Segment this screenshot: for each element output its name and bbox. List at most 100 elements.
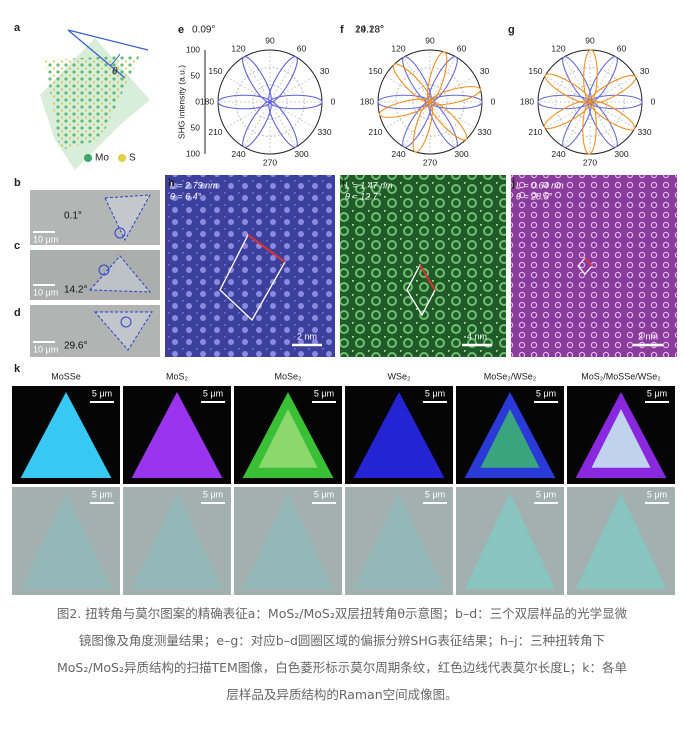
scale-label: 10 μm [33, 234, 58, 244]
angle-tick-label: 120 [551, 43, 565, 53]
triangle-core [258, 409, 318, 468]
triangle [464, 493, 556, 589]
angle-tick-label: 0 [651, 96, 656, 106]
radial-tick-label: 0 [195, 96, 200, 106]
panel-label: e [178, 24, 184, 36]
angle-tick-label: 270 [263, 157, 277, 167]
triangle [20, 392, 112, 478]
twist-angle: 0.1° [64, 211, 82, 222]
polar-spoke [224, 101, 271, 129]
scale-label: 10 μm [33, 287, 58, 297]
radial-tick-label: 50 [191, 122, 201, 132]
scale-label: 5 μm [92, 388, 112, 398]
polar-spoke [269, 101, 297, 148]
triangle [575, 493, 667, 589]
column-header: WSe₂ [388, 371, 412, 381]
polar-spoke [224, 75, 271, 103]
angle-tick-label: 210 [368, 127, 382, 137]
polar-spoke [269, 101, 316, 129]
angle-tick-label: 210 [208, 127, 222, 137]
scale-label: 5 μm [92, 489, 112, 499]
twist-angle: 29.18° [355, 25, 384, 36]
triangle [353, 493, 445, 589]
column-header: MoSe₂ [274, 371, 302, 381]
angle-tick-label: 30 [320, 66, 330, 76]
scale-label: 5 μm [647, 388, 667, 398]
caption-line: 图2. 扭转角与莫尔图案的精确表征a：MoS₂/MoS₂双层扭转角θ示意图；b–… [56, 606, 628, 621]
triangle [242, 493, 334, 589]
angle-tick-label: 30 [480, 66, 490, 76]
angle-tick-label: 90 [265, 35, 275, 45]
moire-length: L = 1.47 nm [345, 180, 393, 190]
angle-tick-label: 240 [231, 149, 245, 159]
angle-tick-label: 150 [208, 66, 222, 76]
moire-length: L = 0.64 nm [516, 180, 564, 190]
panel-label: k [14, 363, 21, 375]
twist-angle: θ = 28.5° [516, 191, 553, 201]
triangle [131, 392, 223, 478]
shg-petal [589, 100, 636, 131]
twist-angle: θ = 6.4° [170, 191, 202, 201]
angle-tick-label: 120 [391, 43, 405, 53]
shg-petal [428, 100, 468, 141]
panel-label: b [14, 177, 21, 189]
twist-angle: 14.2° [64, 285, 87, 296]
polar-spoke [269, 75, 316, 103]
caption-line: MoS₂/MoS₂异质结构的扫描TEM图像，白色菱形标示莫尔周期条纹，红色边线代… [57, 660, 627, 675]
scale-label: 10 μm [33, 344, 58, 354]
scale-label: 5 μm [203, 489, 223, 499]
panel-label: g [508, 24, 515, 36]
triangle [131, 493, 223, 589]
shg-petal [268, 101, 298, 148]
panel-label: d [14, 307, 21, 319]
scale-label: 5 μm [647, 489, 667, 499]
angle-tick-label: 180 [520, 96, 534, 106]
scale-label: 5 μm [536, 489, 556, 499]
panel-label: c [14, 240, 20, 252]
angle-tick-label: 90 [425, 35, 435, 45]
scale-label: 2 nm [638, 331, 658, 341]
column-header: MoSe₂/WSe₂ [484, 371, 537, 381]
angle-tick-label: 0 [331, 96, 336, 106]
column-header: MoS₂/MoSSe/WSe₂ [581, 371, 661, 381]
angle-tick-label: 60 [297, 43, 307, 53]
angle-tick-label: 150 [528, 66, 542, 76]
angle-tick-label: 180 [360, 96, 374, 106]
scale-label: 5 μm [536, 388, 556, 398]
caption-line: 层样品及异质结构的Raman空间成像图。 [226, 687, 458, 702]
polar-ring [555, 67, 625, 137]
radial-tick-label: 50 [191, 70, 201, 80]
angle-tick-label: 150 [368, 66, 382, 76]
angle-tick-label: 60 [457, 43, 467, 53]
twist-angle: 29.6° [64, 341, 87, 352]
scale-label: 5 μm [203, 388, 223, 398]
scale-label: 5 μm [425, 489, 445, 499]
radial-tick-label: 100 [186, 148, 200, 158]
angle-tick-label: 300 [614, 149, 628, 159]
angle-tick-label: 300 [294, 149, 308, 159]
angle-tick-label: 300 [454, 149, 468, 159]
panel-label: i [342, 177, 345, 189]
twist-angle: 14.23° [355, 25, 384, 36]
angle-tick-label: 240 [551, 149, 565, 159]
triangle-core [591, 409, 651, 468]
polar-spoke [269, 56, 297, 103]
moire-length: L = 2.79 nm [170, 180, 218, 190]
column-header: MoS₂ [166, 371, 189, 381]
polar-ring [235, 67, 305, 137]
angle-tick-label: 270 [423, 157, 437, 167]
twist-angle: θ = 12.7° [345, 191, 382, 201]
angle-tick-label: 120 [231, 43, 245, 53]
legend-label: S [129, 153, 136, 164]
angle-tick-label: 180 [200, 96, 214, 106]
twist-angle: 0.09° [192, 25, 215, 36]
panel-label: a [14, 22, 21, 34]
scale-label: 5 μm [314, 489, 334, 499]
legend-label: Mo [95, 153, 109, 164]
scale-label: 5 μm [425, 388, 445, 398]
angle-tick-label: 270 [583, 157, 597, 167]
theta-symbol: θ [112, 67, 118, 78]
panel-label: h [168, 177, 175, 189]
scale-label: 5 μm [314, 388, 334, 398]
